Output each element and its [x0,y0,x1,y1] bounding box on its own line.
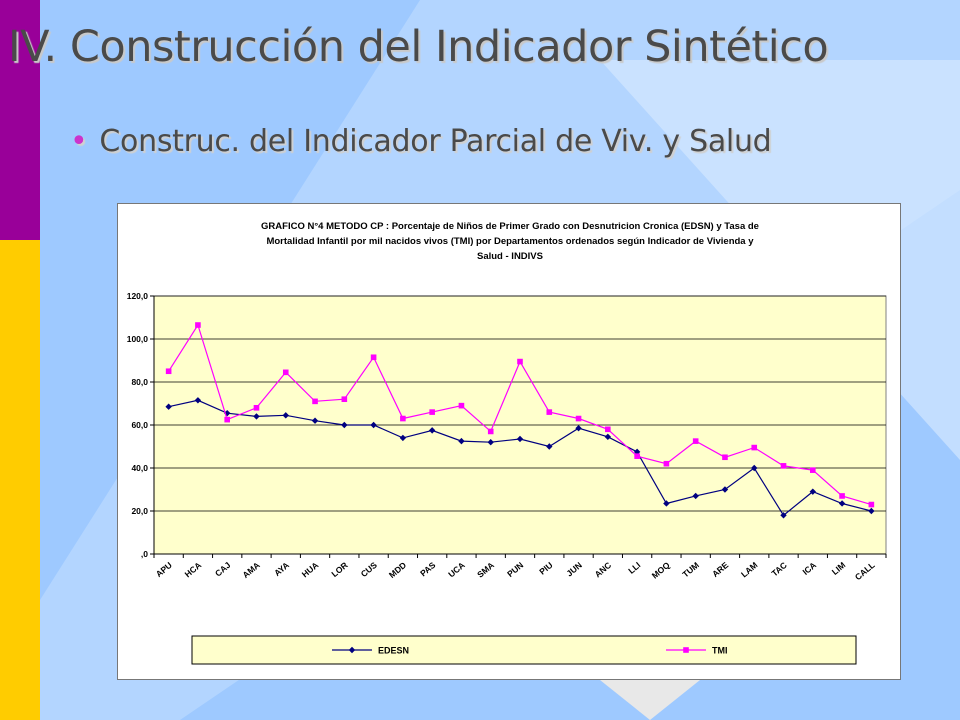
data-point-edesn [165,403,172,410]
data-point-tmi [312,398,318,405]
bullet-dot-icon: • [70,124,88,159]
legend-label-tmi: TMI [712,646,728,656]
background-grey-triangle [600,680,700,720]
slide-title: IV. Construcción del Indicador Sintético [8,22,829,72]
data-point-edesn [370,421,377,429]
legend-box [191,635,857,665]
data-point-edesn [721,486,729,493]
data-point-edesn [692,492,699,500]
y-tick-label: ,0 [141,549,148,559]
left-bar-purple [0,0,40,240]
x-tick-label-lor: LOR [329,560,349,579]
x-tick-label-hua: HUA [300,560,321,580]
chart-title-line-1: GRAFICO N°4 METODO CP : Porcentaje de Ni… [261,221,759,232]
data-point-edesn [399,434,407,442]
x-tick-label-ama: AMA [241,560,262,580]
x-tick-label-caj: CAJ [213,560,233,579]
bullet-text: Construc. del Indicador Parcial de Viv. … [99,124,772,159]
x-tick-label-mdd: MDD [387,560,408,580]
x-tick-label-pas: PAS [418,560,438,579]
data-point-tmi [780,463,787,469]
x-tick-label-lam: LAM [739,560,760,580]
data-point-edesn [458,437,465,445]
data-point-edesn [311,417,319,424]
x-tick-label-anc: ANC [593,560,614,580]
x-tick-label-hca: HCA [183,560,204,580]
y-tick-label: 20,0 [131,506,148,516]
x-tick-label-piu: PIU [537,560,554,577]
x-tick-label-lli: LLI [626,560,642,576]
data-point-edesn [809,488,816,495]
data-point-tmi [165,368,172,375]
data-point-edesn [194,397,202,404]
legend-label-edesn: EDESN [378,646,409,656]
y-tick-label: 120,0 [127,291,149,301]
data-point-tmi [195,322,201,328]
data-point-edesn [341,421,348,429]
data-point-tmi [839,493,845,499]
data-point-tmi [487,428,494,435]
data-point-tmi [429,409,435,415]
data-point-tmi [575,415,582,422]
data-point-tmi [224,416,230,423]
legend-marker-edesn [348,646,356,654]
legend-marker-tmi [683,647,689,653]
line-chart: GRAFICO N°4 METODO CP : Porcentaje de Ni… [127,221,887,665]
x-tick-label-jun: JUN [564,560,583,579]
data-point-tmi [722,454,728,461]
y-tick-label: 60,0 [131,420,148,430]
data-point-tmi [458,402,465,409]
x-tick-label-tac: TAC [769,560,788,578]
x-tick-label-sma: SMA [475,560,496,580]
data-point-edesn [838,500,846,507]
x-tick-label-uca: UCA [446,560,467,580]
data-point-tmi [605,426,611,433]
y-tick-label: 80,0 [131,377,148,387]
data-point-edesn [487,439,494,446]
data-point-edesn [428,427,436,434]
data-point-tmi [282,369,289,376]
data-point-tmi [751,444,758,451]
data-point-tmi [663,460,670,467]
data-point-edesn [663,500,670,507]
data-point-tmi [400,415,406,422]
chart-title-line-3: Salud - INDIVS [477,251,543,262]
data-point-tmi [341,396,348,402]
x-tick-label-call: CALL [853,560,877,582]
data-point-tmi [546,409,553,415]
x-tick-label-apu: APU [154,560,174,579]
x-tick-label-aya: AYA [272,560,291,578]
x-tick-label-pun: PUN [505,560,525,579]
data-point-tmi [868,501,875,508]
data-point-tmi [692,438,699,444]
chart-title-line-2: Mortalidad Infantil por mil nacidos vivo… [266,236,754,247]
x-tick-label-moq: MOQ [650,560,672,581]
x-tick-label-lim: LIM [830,560,848,577]
data-point-edesn [516,435,524,443]
y-tick-label: 100,0 [127,334,149,344]
y-tick-label: 40,0 [131,463,148,473]
data-point-edesn [751,464,758,472]
left-bar-yellow [0,240,40,720]
data-point-tmi [810,467,816,473]
data-point-edesn [868,507,875,515]
x-tick-label-cus: CUS [359,560,379,579]
x-tick-label-ica: ICA [800,560,818,577]
data-point-tmi [370,354,377,361]
x-tick-label-are: ARE [710,560,730,579]
x-tick-label-tum: TUM [680,560,701,580]
data-point-tmi [253,405,260,411]
data-point-edesn [253,413,260,420]
slide-bullet: • Construc. del Indicador Parcial de Viv.… [70,124,772,159]
data-point-tmi [634,453,640,459]
data-point-edesn [282,412,289,419]
data-point-tmi [517,358,523,365]
chart-container: GRAFICO N°4 METODO CP : Porcentaje de Ni… [117,203,901,680]
